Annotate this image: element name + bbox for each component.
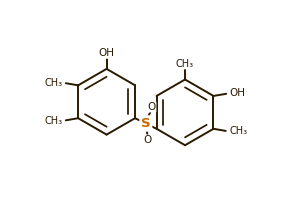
Text: O: O	[148, 102, 156, 112]
Text: OH: OH	[230, 88, 246, 98]
Text: CH₃: CH₃	[44, 116, 62, 126]
Text: CH₃: CH₃	[229, 126, 247, 136]
Text: S: S	[141, 117, 150, 130]
Text: O: O	[144, 135, 152, 145]
Text: CH₃: CH₃	[44, 78, 62, 88]
Text: OH: OH	[99, 48, 115, 58]
Text: CH₃: CH₃	[176, 59, 194, 69]
